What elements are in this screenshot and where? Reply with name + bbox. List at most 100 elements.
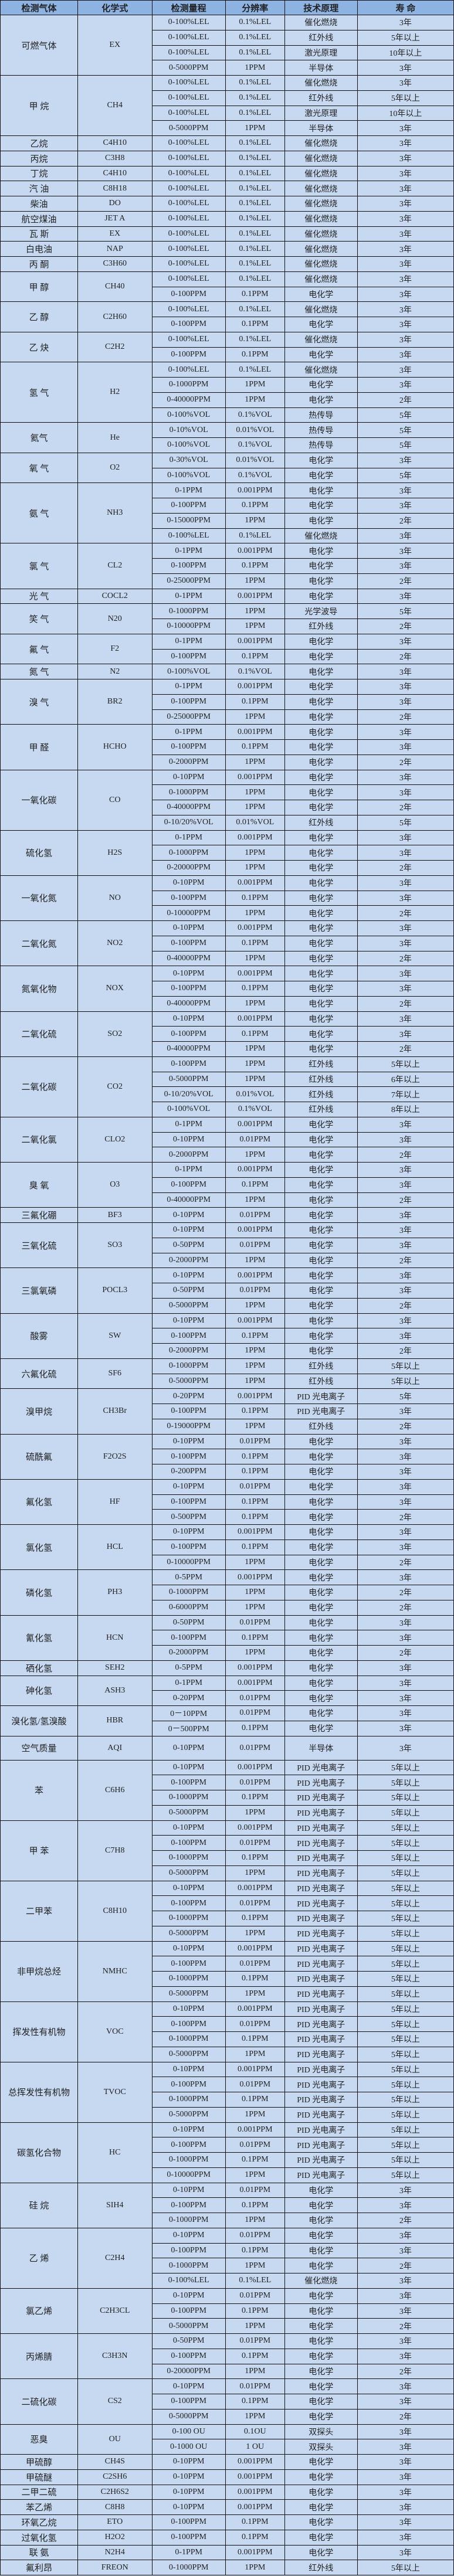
resolution-cell: 0.1PPM [225, 2092, 285, 2108]
resolution-cell: 0.1%LEL [225, 196, 285, 212]
lifespan-cell: 5年 [357, 814, 454, 831]
resolution-cell: 0.01PPM [225, 2288, 285, 2304]
range-cell: 0-100 OU [151, 2424, 226, 2440]
formula-cell: NMHC [77, 1941, 153, 2002]
technology-cell: 电化学 [284, 1177, 358, 1193]
lifespan-cell: 3年 [357, 694, 454, 710]
table-row: 氟化氢 HF 0-10PPM 0.01PPM 电化学 3年 [0, 1479, 454, 1525]
technology-cell: 电化学 [284, 890, 358, 906]
resolution-cell: 1PPM [225, 1418, 285, 1435]
technology-cell: 电化学 [284, 724, 358, 740]
resolution-cell: 0.1PPM [225, 981, 285, 997]
table-row: 0-6000PPM 1PPM 电化学 2年 [1, 1599, 454, 1616]
table-row: 0-100PPM 0.1PPM PID 光电离子 3年 [1, 1403, 454, 1419]
range-cell: 0-100%LEL [151, 301, 226, 317]
lifespan-cell: 2年 [357, 1554, 454, 1571]
table-row: 0-50PPM 0.01PPM 电化学 3年 [1, 1283, 454, 1299]
technology-cell: 催化燃烧 [284, 135, 358, 151]
range-cell: 0-5000PPM [151, 2318, 226, 2334]
table-row: 0-100PPM 0.01PPM PID 光电离子 5年以上 [1, 1775, 454, 1790]
resolution-cell: 1PPM [225, 1554, 285, 1571]
resolution-cell: 0.1PPM [225, 739, 285, 755]
range-cell: 0-10PPM [151, 1433, 226, 1450]
technology-cell: 电化学 [284, 1343, 358, 1359]
formula-cell: N2H4 [77, 2544, 153, 2561]
technology-cell: PID 光电离子 [284, 1971, 358, 1987]
range-cell: 0-10PPM [151, 1479, 226, 1495]
range-cell: 0-50PPM [151, 2333, 226, 2349]
lifespan-cell: 5年以上 [357, 2031, 454, 2047]
range-cell: 0-100PPM [151, 1177, 226, 1193]
table-row: 二氧化碳 CO2 0-100PPM 1PPM 红外线 5年以上 [0, 1056, 454, 1117]
range-cell: 0-100PPM [151, 2137, 226, 2153]
resolution-cell: 0.001PPM [225, 543, 285, 559]
header-technology: 技术原理 [284, 0, 358, 15]
lifespan-cell: 3年 [357, 377, 454, 393]
range-cell: 0-100PPM [151, 935, 226, 951]
lifespan-cell: 5年以上 [357, 29, 454, 46]
resolution-cell: 0.001PPM [225, 679, 285, 695]
range-cell: 0-100PPM [151, 1835, 226, 1851]
table-row: 0-1000PPM 0.1PPM PID 光电离子 5年以上 [1, 1790, 454, 1806]
formula-cell: CLO2 [77, 1116, 153, 1163]
resolution-cell: 0.001PPM [225, 830, 285, 846]
range-cell: 0-100%VOL [151, 1102, 226, 1117]
lifespan-cell: 3年 [357, 271, 454, 287]
range-cell: 0-50PPM [151, 1283, 226, 1299]
resolution-cell: 0.001PPM [225, 1660, 285, 1676]
technology-cell: 电化学 [284, 1690, 358, 1706]
table-row: 0-100PPM 0.1PPM 电化学 3年 [1, 558, 454, 574]
resolution-cell: 0.1PPM [225, 1494, 285, 1510]
resolution-cell: 0.1%LEL [225, 105, 285, 121]
resolution-cell: 0.001PPM [225, 2061, 285, 2078]
table-row: 0-10000PPM 1PPM 电化学 2年 [1, 1554, 454, 1571]
lifespan-cell: 2年 [357, 905, 454, 921]
resolution-cell: 1PPM [225, 2213, 285, 2228]
resolution-cell: 0.1PPM [225, 1403, 285, 1419]
formula-cell: C7H8 [77, 1820, 153, 1881]
range-cell: 0-10000PPM [151, 905, 226, 921]
range-cell: 0-10/20%VOL [151, 814, 226, 831]
table-row: 0-1000PPM 1PPM 电化学 3年 [1, 377, 454, 393]
resolution-cell: 0.01PPM [225, 1207, 285, 1223]
technology-cell: PID 光电离子 [284, 1956, 358, 1972]
range-cell: 0-1000PPM [151, 1790, 226, 1806]
range-cell: 0-40000PPM [151, 800, 226, 815]
table-row: 笑 气 N20 0-1000PPM 1PPM 光学波导 5年 [0, 603, 454, 634]
table-row: 环氧乙烷 ETO 0-100PPM 0.1PPM 电化学 3年 [0, 2514, 454, 2530]
table-row: 恶臭 OU 0-100 OU 0.1OU 双探头 3年 [0, 2424, 454, 2455]
formula-cell: HBR [77, 1705, 153, 1736]
range-cell: 0-100%VOL [151, 467, 226, 484]
range-cell: 0-100%LEL [151, 45, 226, 61]
formula-cell: C2SH6 [77, 2469, 153, 2485]
gas-name-cell: 丙烯腈 [0, 2333, 78, 2380]
lifespan-cell: 3年 [357, 1403, 454, 1419]
resolution-cell: 0.01%VOL [225, 814, 285, 831]
lifespan-cell: 5年以上 [357, 2061, 454, 2078]
lifespan-cell: 3年 [357, 1494, 454, 1510]
range-cell: 0-1PPM [151, 679, 226, 695]
table-row: 甲 醇 CH40 0-100%LEL 0.1%LEL 催化燃烧 3年 [0, 271, 454, 303]
range-cell: 0-10PPM [151, 2288, 226, 2304]
technology-cell: 双探头 [284, 2439, 358, 2455]
technology-cell: 电化学 [284, 1313, 358, 1329]
resolution-cell: 0.1PPM [225, 890, 285, 906]
technology-cell: 电化学 [284, 648, 358, 665]
range-cell: 0-1PPM [151, 1675, 226, 1691]
gas-name-cell: 苯乙烯 [0, 2499, 78, 2515]
range-cell: 0-10000PPM [151, 2167, 226, 2183]
range-cell: 0-5000PPM [151, 60, 226, 76]
gas-name-cell: 氧 气 [0, 452, 78, 484]
range-cell: 0-100PPM [151, 2016, 226, 2032]
resolution-cell: 0.1PPM [225, 2529, 285, 2546]
lifespan-cell: 5年以上 [357, 90, 454, 106]
table-row: 0-40000PPM 1PPM 电化学 2年 [1, 392, 454, 408]
range-cell: 0-40000PPM [151, 392, 226, 408]
resolution-cell: 0.001PPM [225, 1388, 285, 1404]
resolution-cell: 0.1PPM [225, 2031, 285, 2047]
resolution-cell: 1 OU [225, 2439, 285, 2455]
lifespan-cell: 2年 [357, 1252, 454, 1269]
table-row: 0-100PPM 0.1PPM 电化学 3年 [1, 346, 454, 363]
header-gas: 检测气体 [0, 0, 78, 15]
table-row: 丙烷 C3H8 0-100%LEL 0.1%LEL 催化燃烧 3年 [0, 150, 454, 166]
